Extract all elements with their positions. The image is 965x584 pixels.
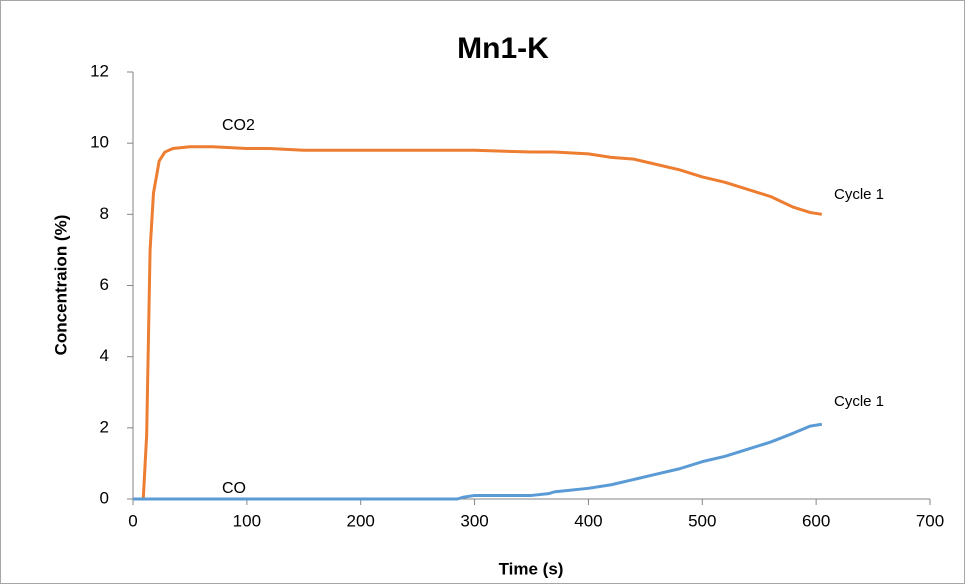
x-tick-label: 100	[233, 511, 261, 530]
x-tick-label: 300	[460, 511, 488, 530]
annotation: Cycle 1	[834, 186, 884, 203]
x-tick-label: 700	[916, 511, 944, 530]
x-tick-label: 0	[128, 511, 137, 530]
y-tick-label: 0	[100, 488, 109, 507]
x-tick-label: 500	[688, 511, 716, 530]
x-axis-title: Time (s)	[499, 559, 564, 578]
x-tick-label: 200	[347, 511, 375, 530]
annotation: CO2	[222, 117, 255, 134]
y-tick-label: 6	[100, 275, 109, 294]
y-axis-title: Concentraion (%)	[51, 215, 70, 356]
y-tick-label: 8	[100, 204, 109, 223]
x-tick-label: 400	[574, 511, 602, 530]
y-tick-label: 10	[90, 133, 109, 152]
series-line	[133, 145, 823, 501]
annotation: Cycle 1	[834, 393, 884, 410]
series-line	[133, 422, 823, 501]
x-tick-label: 600	[802, 511, 830, 530]
y-tick-label: 2	[100, 417, 109, 436]
y-tick-label: 4	[100, 346, 109, 365]
chart-title: Mn1-K	[457, 32, 549, 65]
annotation: CO	[222, 480, 246, 497]
y-tick-label: 12	[90, 61, 109, 80]
